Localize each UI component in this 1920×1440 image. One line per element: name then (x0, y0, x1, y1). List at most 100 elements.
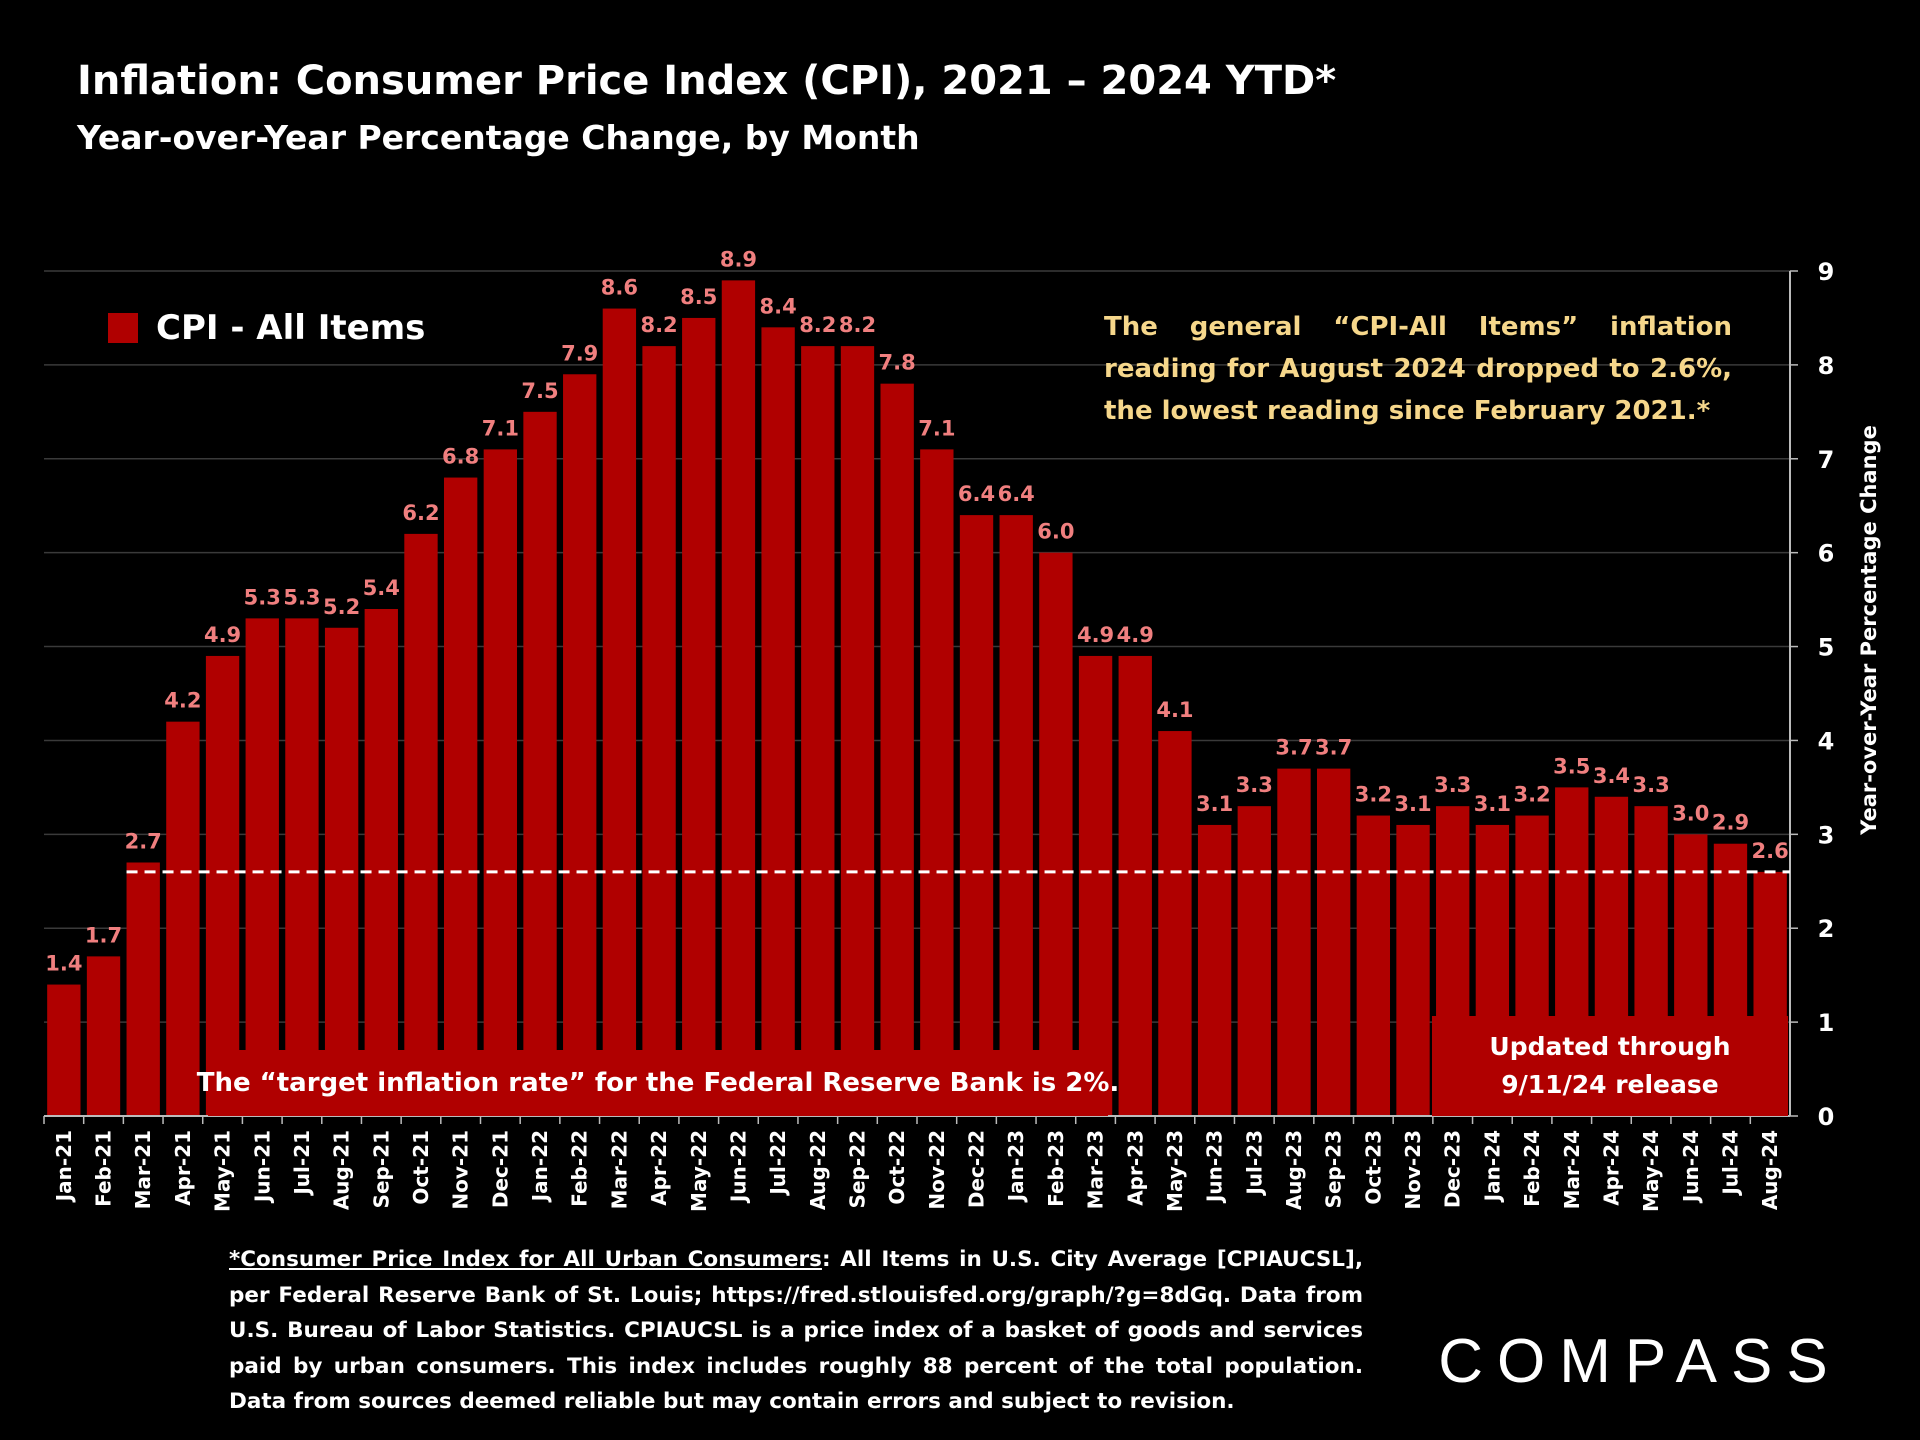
bar (761, 327, 795, 1116)
y-tick-labels: 0 1 2 3 4 5 6 7 8 9 (1790, 258, 1834, 1131)
x-tick-label: Mar-22 (607, 1130, 631, 1209)
data-label: 4.9 (1077, 623, 1114, 647)
data-label: 4.2 (164, 689, 201, 713)
x-tick-label: Aug-22 (806, 1130, 830, 1210)
bar (166, 721, 200, 1116)
data-label: 6.8 (442, 445, 479, 469)
data-label: 6.2 (402, 501, 439, 525)
x-tick-label: Oct-23 (1361, 1130, 1385, 1205)
data-label: 6.0 (1037, 520, 1074, 544)
data-label: 3.3 (1434, 773, 1471, 797)
data-label: 4.9 (1117, 623, 1154, 647)
x-tick-label: Jan-22 (528, 1130, 552, 1203)
y-tick-label: 2 (1818, 915, 1835, 943)
data-label: 8.6 (601, 276, 638, 300)
footnote: *Consumer Price Index for All Urban Cons… (229, 1242, 1363, 1420)
data-label: 2.6 (1752, 839, 1789, 863)
y-tick-label: 3 (1818, 821, 1835, 849)
y-tick-label: 5 (1818, 634, 1835, 662)
x-tick-label: Sep-23 (1322, 1130, 1346, 1208)
data-label: 1.7 (85, 923, 122, 947)
bar (1197, 824, 1232, 1116)
x-tick-label: Jul-21 (290, 1130, 314, 1197)
x-tick-label: Jun-21 (250, 1130, 274, 1204)
data-label: 7.5 (521, 379, 558, 403)
bar (999, 515, 1033, 1116)
bar (1118, 655, 1152, 1116)
x-tick-label: May-23 (1163, 1130, 1187, 1212)
data-label: 8.2 (839, 313, 876, 337)
x-tick-label: Mar-23 (1084, 1130, 1108, 1209)
data-label: 6.4 (998, 482, 1035, 506)
bar (245, 618, 279, 1116)
data-label: 3.1 (1196, 792, 1233, 816)
bar (1039, 552, 1073, 1116)
bar (126, 862, 160, 1116)
x-tick-label: May-24 (1639, 1130, 1663, 1212)
y-tick-label: 8 (1818, 352, 1835, 380)
bar (602, 308, 637, 1116)
data-label: 5.3 (283, 585, 320, 609)
bar (563, 374, 597, 1116)
x-tick-label: Sep-21 (369, 1130, 393, 1208)
x-tick-label: Dec-21 (488, 1130, 512, 1208)
data-label: 3.1 (1394, 792, 1431, 816)
bar (523, 411, 557, 1116)
x-tick-label: Feb-23 (1044, 1130, 1068, 1207)
legend: CPI - All Items (108, 308, 425, 348)
bar (47, 984, 81, 1116)
data-label: 1.4 (45, 952, 82, 976)
x-tick-label: Dec-23 (1441, 1130, 1465, 1208)
bar (1396, 824, 1430, 1116)
data-label: 3.0 (1672, 801, 1709, 825)
bar (443, 477, 478, 1116)
x-tick-label: Oct-21 (409, 1130, 433, 1205)
data-label: 7.1 (918, 416, 955, 440)
x-tick-label: Apr-21 (171, 1130, 195, 1206)
logo-text: COMPASS (1438, 1327, 1841, 1394)
bar (364, 609, 398, 1116)
chart-title: Inflation: Consumer Price Index (CPI), 2… (77, 58, 1337, 104)
compass-logo: COMPASS (1438, 1327, 1841, 1394)
x-tick-label: Jan-21 (52, 1130, 76, 1203)
x-tick-label: Mar-24 (1560, 1130, 1584, 1209)
value-labels: 1.41.72.74.24.95.3 5.3 5.25.46.26.87.17.57… (45, 247, 1789, 975)
x-tick-label: Sep-22 (845, 1130, 869, 1208)
updated-note: Updated through 9/11/24 release (1432, 1016, 1788, 1116)
bar (205, 655, 240, 1116)
y-tick-label: 6 (1818, 540, 1835, 568)
x-tick-label: Apr-22 (647, 1130, 671, 1206)
y-tick-label: 0 (1818, 1103, 1835, 1131)
data-label: 3.2 (1355, 783, 1392, 807)
data-label: 2.9 (1712, 811, 1749, 835)
bar (1277, 768, 1311, 1116)
data-label: 7.8 (879, 351, 916, 375)
x-tick-label: Apr-24 (1599, 1130, 1623, 1206)
data-label: 8.2 (640, 313, 677, 337)
x-tick-label: Oct-22 (885, 1130, 909, 1205)
data-label: 3.4 (1593, 764, 1630, 788)
bar (642, 346, 676, 1117)
legend-label: CPI - All Items (156, 308, 426, 348)
data-label: 6.4 (958, 482, 995, 506)
data-label: 5.4 (363, 576, 400, 600)
data-label: 5.2 (323, 595, 360, 619)
x-tick-label: Feb-24 (1520, 1130, 1544, 1207)
data-label: 3.7 (1315, 736, 1352, 760)
bar (1078, 655, 1113, 1116)
data-label: 5.3 (244, 585, 281, 609)
bar (86, 956, 121, 1116)
data-label: 4.9 (204, 623, 241, 647)
chart-subtitle: Year-over-Year Percentage Change, by Mon… (77, 118, 920, 157)
x-tick-label: Feb-22 (568, 1130, 592, 1207)
updated-line-2: 9/11/24 release (1501, 1070, 1719, 1099)
data-label: 3.7 (1275, 736, 1312, 760)
bar (840, 346, 875, 1117)
data-label: 8.5 (680, 285, 717, 309)
bar (285, 618, 319, 1116)
x-tick-label: May-22 (687, 1130, 711, 1212)
footnote-source-link[interactable]: *Consumer Price Index for All Urban Cons… (229, 1247, 822, 1272)
x-tick-label: Aug-24 (1758, 1130, 1782, 1210)
legend-swatch (108, 313, 138, 343)
x-tick-label: Mar-21 (131, 1130, 155, 1209)
